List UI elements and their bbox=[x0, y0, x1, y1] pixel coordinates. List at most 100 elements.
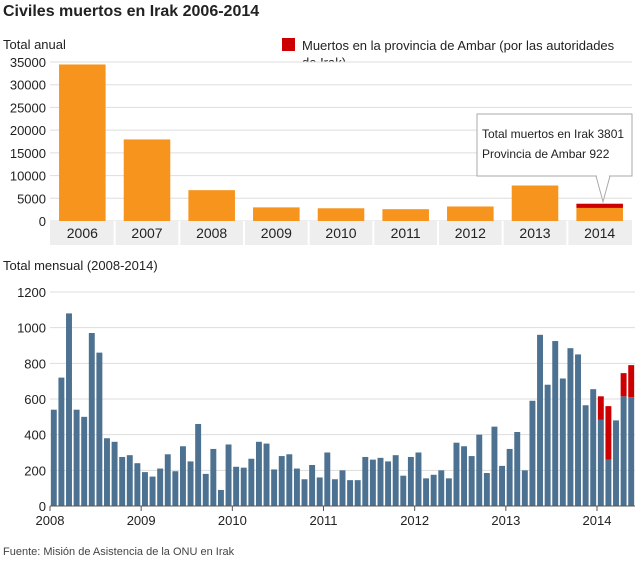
x-tick-label: 2011 bbox=[391, 225, 421, 241]
bar-month-ambar bbox=[597, 396, 604, 420]
y-tick-label: 1200 bbox=[17, 285, 46, 300]
bar-month bbox=[567, 348, 574, 506]
bar-month bbox=[293, 468, 300, 506]
bar-month bbox=[119, 456, 126, 506]
bar-month bbox=[605, 459, 612, 506]
bar-2006 bbox=[59, 64, 106, 221]
bar-month-ambar bbox=[628, 365, 635, 398]
bar-month bbox=[164, 454, 171, 506]
bar-month bbox=[453, 442, 460, 506]
bar-month bbox=[392, 455, 399, 506]
bar-month bbox=[628, 397, 635, 506]
monthly-bar-chart: 0 200 400 600 800 1000 1200 2008 2009 2010 2011 201… bbox=[17, 285, 635, 528]
bar-month bbox=[483, 473, 490, 506]
bar-month bbox=[73, 409, 80, 506]
bar-month bbox=[157, 468, 164, 506]
bar-month bbox=[240, 467, 247, 506]
y-tick-label: 30000 bbox=[10, 78, 46, 93]
bar-month bbox=[461, 446, 468, 506]
x-tick-label: 2012 bbox=[400, 513, 429, 528]
y-tick-label: 25000 bbox=[10, 100, 46, 115]
page-title: Civiles muertos en Irak 2006-2014 bbox=[3, 3, 260, 20]
bar-month bbox=[324, 452, 331, 506]
bar-2011 bbox=[382, 209, 429, 221]
annual-chart-subtitle: Total anual bbox=[3, 37, 66, 52]
bar-2007 bbox=[123, 139, 171, 221]
y-tick-label: 0 bbox=[39, 499, 46, 514]
x-tick-label: 2009 bbox=[127, 513, 156, 528]
bar-month bbox=[407, 456, 414, 506]
bar-month bbox=[575, 354, 581, 506]
y-tick-label: 1000 bbox=[17, 321, 46, 336]
bar-2009 bbox=[253, 207, 300, 221]
bar-month bbox=[126, 455, 133, 506]
bar-month bbox=[50, 409, 57, 506]
tooltip-box bbox=[476, 113, 633, 177]
x-tick-label: 2007 bbox=[131, 225, 162, 241]
bar-month bbox=[301, 479, 308, 506]
bar-month bbox=[248, 458, 255, 506]
bar-2010 bbox=[317, 208, 365, 221]
bar-month bbox=[309, 464, 316, 506]
tooltip-line-2: Provincia de Ambar 922 bbox=[482, 147, 610, 161]
bar-month bbox=[620, 396, 627, 506]
bar-month bbox=[354, 480, 361, 506]
x-tick-label: 2010 bbox=[325, 225, 356, 241]
bar-2013 bbox=[511, 185, 559, 221]
bar-month bbox=[377, 457, 384, 506]
bar-2008 bbox=[188, 190, 235, 221]
x-tick-label: 2009 bbox=[261, 225, 292, 241]
y-tick-label: 400 bbox=[24, 428, 46, 443]
bar-month bbox=[537, 334, 543, 506]
x-tick-label: 2006 bbox=[67, 225, 98, 241]
bar-month bbox=[331, 479, 338, 506]
bar-month bbox=[491, 426, 498, 506]
y-tick-label: 0 bbox=[39, 214, 46, 229]
bar-month bbox=[369, 459, 376, 506]
bar-month bbox=[544, 384, 551, 506]
x-tick-label: 2008 bbox=[196, 225, 227, 241]
bar-month bbox=[66, 313, 72, 506]
x-tick-label: 2011 bbox=[310, 513, 338, 528]
bar-month bbox=[552, 341, 559, 506]
bar-month bbox=[88, 333, 95, 506]
y-tick-label: 20000 bbox=[10, 123, 46, 138]
bar-month bbox=[58, 377, 65, 506]
bar-month bbox=[423, 478, 430, 506]
bar-month bbox=[149, 476, 156, 506]
bar-month bbox=[271, 469, 278, 506]
bar-month bbox=[362, 456, 369, 506]
bar-2014 bbox=[576, 207, 623, 221]
x-tick-label: 2013 bbox=[519, 225, 550, 241]
bar-month bbox=[476, 434, 483, 506]
y-tick-label: 15000 bbox=[10, 146, 46, 161]
bar-month bbox=[217, 489, 224, 506]
monthly-chart-subtitle: Total mensual (2008-2014) bbox=[3, 258, 158, 273]
bar-month bbox=[134, 463, 141, 506]
bar-2014-ambar bbox=[576, 203, 623, 208]
bar-month bbox=[339, 470, 346, 506]
bar-month bbox=[255, 441, 262, 506]
bar-month bbox=[316, 477, 323, 506]
x-axis-band bbox=[50, 221, 632, 245]
y-tick-label: 5000 bbox=[17, 191, 46, 206]
x-tick-label: 2014 bbox=[584, 225, 615, 241]
bar-month bbox=[438, 470, 445, 506]
bar-month bbox=[347, 480, 354, 506]
bar-month bbox=[96, 352, 103, 506]
bar-month bbox=[499, 465, 506, 506]
x-tick-label: 2014 bbox=[583, 513, 612, 528]
bar-month bbox=[142, 472, 148, 506]
bar-month bbox=[81, 416, 88, 506]
bar-month bbox=[385, 461, 392, 506]
y-tick-label: 35000 bbox=[10, 55, 46, 70]
bar-month bbox=[468, 456, 475, 506]
bar-month bbox=[225, 444, 232, 506]
x-tick-label: 2008 bbox=[36, 513, 65, 528]
tooltip-line-1: Total muertos en Irak 3801 bbox=[482, 127, 624, 141]
bar-month bbox=[210, 448, 217, 506]
legend-swatch-ambar bbox=[282, 38, 295, 51]
bar-2012 bbox=[447, 206, 494, 221]
bar-month bbox=[521, 470, 528, 506]
y-tick-label: 200 bbox=[24, 463, 46, 478]
